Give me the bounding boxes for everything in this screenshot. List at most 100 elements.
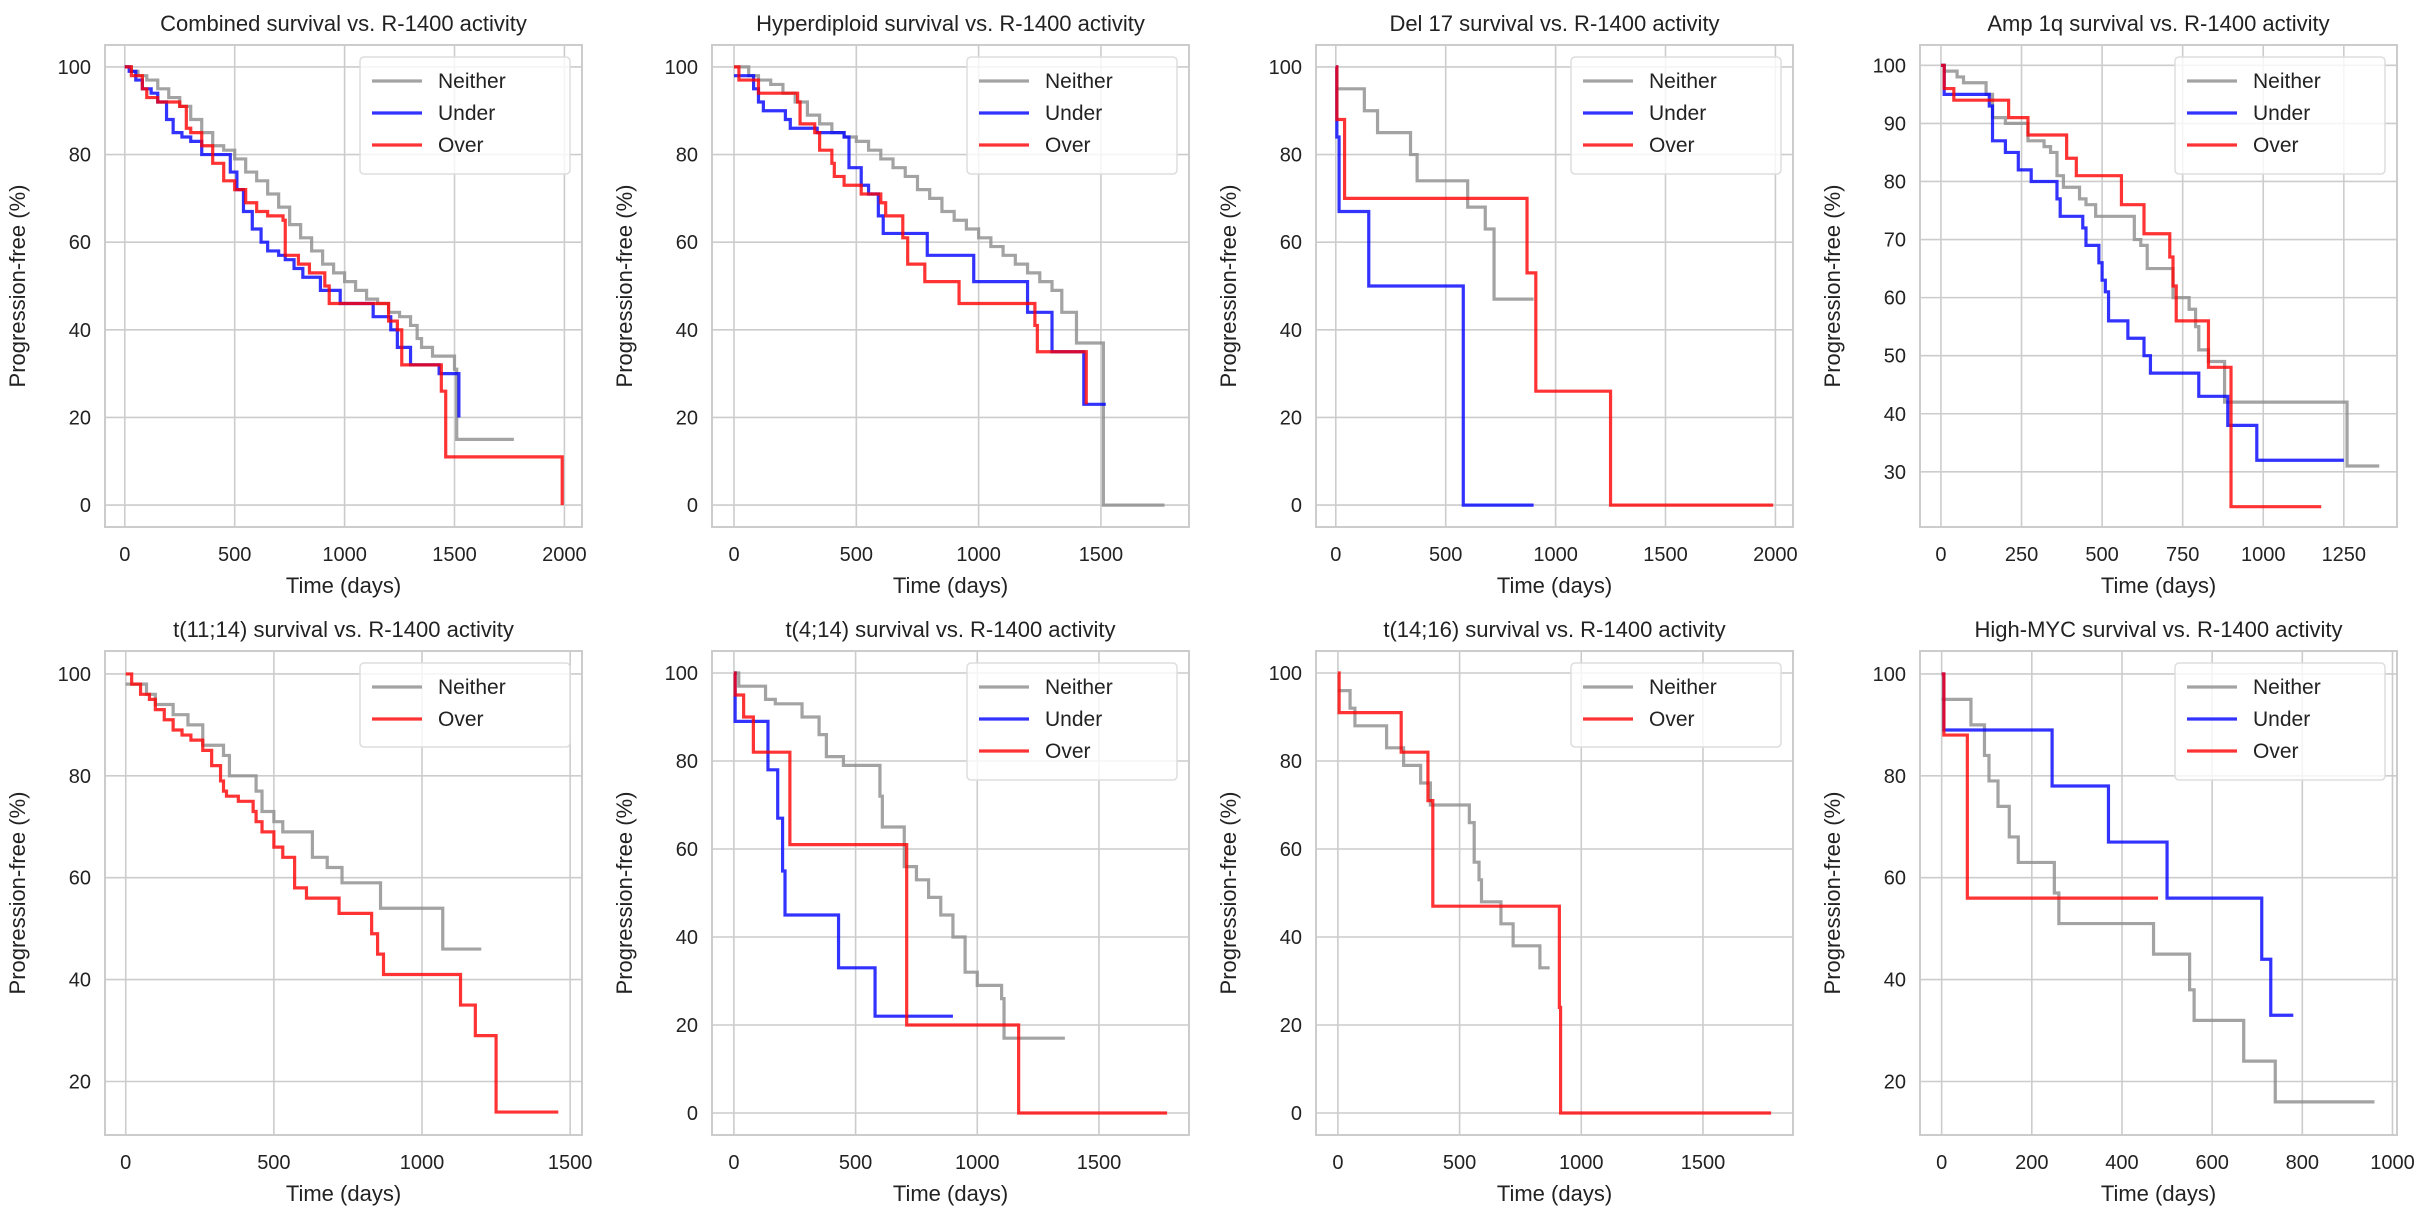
- y-tick-label: 20: [1280, 1015, 1302, 1037]
- y-tick-label: 100: [1873, 664, 1906, 686]
- x-tick-label: 750: [2166, 544, 2199, 566]
- x-tick-label: 1500: [1077, 1152, 1122, 1174]
- y-tick-label: 80: [69, 766, 91, 788]
- y-tick-label: 80: [676, 751, 698, 773]
- x-axis-label: Time (days): [2101, 1181, 2216, 1206]
- series-line-neither: [733, 671, 1065, 1040]
- y-axis-label: Progression-free (%): [1216, 185, 1241, 388]
- axes-frame: [104, 44, 583, 528]
- y-axis-label: Progression-free (%): [1820, 185, 1845, 388]
- x-tick-label: 1000: [1559, 1152, 1604, 1174]
- series-line-neither: [1941, 697, 2375, 1104]
- y-tick-label: 0: [1291, 1103, 1302, 1125]
- y-tick-label: 100: [58, 664, 91, 686]
- y-tick-label: 40: [676, 320, 698, 342]
- y-tick-label: 80: [1280, 751, 1302, 773]
- x-tick-label: 600: [2195, 1152, 2228, 1174]
- y-tick-label: 40: [1280, 320, 1302, 342]
- y-tick-label: 100: [665, 57, 698, 79]
- subplot-6: 0 500 1000 1500 0 20 40 60 80 100 t(4;14) survival…: [612, 617, 1190, 1206]
- x-tick-label: 0: [119, 544, 130, 566]
- axes-frame: [1315, 44, 1794, 528]
- x-tick-label: 1000: [322, 544, 367, 566]
- y-tick-label: 60: [1280, 839, 1302, 861]
- subplot-title: Amp 1q survival vs. R-1400 activity: [1987, 11, 2329, 36]
- x-tick-label: 200: [2015, 1152, 2048, 1174]
- subplot-2: 0 500 1000 1500 0 20 40 60 80 100 Hyperdiploid sur…: [612, 11, 1190, 598]
- y-tick-label: 80: [69, 145, 91, 167]
- y-tick-label: 40: [1884, 970, 1906, 992]
- legend-label: Over: [438, 134, 484, 157]
- x-axis-label: Time (days): [286, 1181, 401, 1206]
- y-axis-label: Progression-free (%): [612, 792, 637, 995]
- legend-label: Under: [1045, 708, 1102, 731]
- legend-box: [1570, 662, 1782, 748]
- legend-label: Over: [1045, 134, 1091, 157]
- y-tick-label: 20: [676, 407, 698, 429]
- subplot-5: 0 500 1000 1500 20 40 60 80 100 t(11;14) survival…: [5, 617, 592, 1206]
- legend: Neither Under Over: [2174, 662, 2386, 781]
- legend: Neither Under Over: [359, 56, 571, 175]
- series-line-under: [733, 671, 953, 1018]
- legend-label: Neither: [1649, 70, 1717, 93]
- x-tick-label: 1500: [432, 544, 477, 566]
- y-tick-label: 20: [676, 1015, 698, 1037]
- y-tick-label: 100: [1269, 57, 1302, 79]
- x-tick-label: 1500: [1079, 544, 1124, 566]
- legend-label: Under: [2253, 708, 2310, 731]
- legend: Neither Over: [359, 662, 571, 748]
- x-tick-label: 500: [1429, 544, 1462, 566]
- x-axis-label: Time (days): [1497, 1181, 1612, 1206]
- legend-label: Neither: [1649, 676, 1717, 699]
- legend: Neither Over: [1570, 662, 1782, 748]
- x-tick-label: 1000: [2370, 1152, 2415, 1174]
- x-tick-label: 0: [1936, 1152, 1947, 1174]
- series-line-over: [124, 65, 564, 506]
- x-axis-label: Time (days): [286, 573, 401, 598]
- y-tick-label: 0: [687, 1103, 698, 1125]
- series-line-over: [1337, 671, 1772, 1115]
- axes-frame: [711, 650, 1190, 1136]
- y-tick-label: 60: [1884, 288, 1906, 310]
- subplot-title: Combined survival vs. R-1400 activity: [160, 11, 527, 36]
- x-tick-label: 1500: [1643, 544, 1688, 566]
- series-line-neither: [1337, 689, 1550, 970]
- legend-label: Under: [1649, 102, 1706, 125]
- y-tick-label: 60: [1280, 232, 1302, 254]
- y-tick-label: 100: [1873, 55, 1906, 77]
- subplot-4: 0 250 500 750 1000 1250 30 40 50 60 70 80 90 100 Amp 1…: [1820, 11, 2398, 598]
- series-line-under: [1940, 63, 2344, 462]
- legend-box: [359, 662, 571, 748]
- y-tick-label: 0: [80, 495, 91, 517]
- legend-label: Over: [1045, 740, 1091, 763]
- x-tick-label: 400: [2105, 1152, 2138, 1174]
- legend-label: Over: [1649, 708, 1695, 731]
- legend-label: Neither: [438, 676, 506, 699]
- y-tick-label: 20: [69, 407, 91, 429]
- axes-frame: [104, 650, 583, 1136]
- y-tick-label: 60: [1884, 868, 1906, 890]
- x-tick-label: 0: [1332, 1152, 1343, 1174]
- y-tick-label: 100: [665, 663, 698, 685]
- x-tick-label: 1000: [2241, 544, 2286, 566]
- x-tick-label: 1250: [2322, 544, 2367, 566]
- series-line-under: [734, 74, 1106, 406]
- legend: Neither Under Over: [966, 662, 1178, 781]
- x-tick-label: 250: [2005, 544, 2038, 566]
- x-tick-label: 500: [218, 544, 251, 566]
- y-tick-label: 80: [1884, 766, 1906, 788]
- y-axis-label: Progression-free (%): [1216, 792, 1241, 995]
- legend-label: Over: [2253, 740, 2299, 763]
- y-tick-label: 70: [1884, 230, 1906, 252]
- y-tick-label: 60: [69, 868, 91, 890]
- legend-label: Over: [438, 708, 484, 731]
- series-line-over: [125, 672, 559, 1114]
- y-tick-label: 40: [1884, 404, 1906, 426]
- axes-frame: [711, 44, 1190, 528]
- x-tick-label: 2000: [1753, 544, 1798, 566]
- x-tick-label: 1000: [955, 1152, 1000, 1174]
- subplot-title: t(14;16) survival vs. R-1400 activity: [1383, 617, 1725, 642]
- subplot-1: 0 500 1000 1500 2000 0 20 40 60 80 100 Combined sur…: [5, 11, 587, 598]
- legend-label: Under: [2253, 102, 2310, 125]
